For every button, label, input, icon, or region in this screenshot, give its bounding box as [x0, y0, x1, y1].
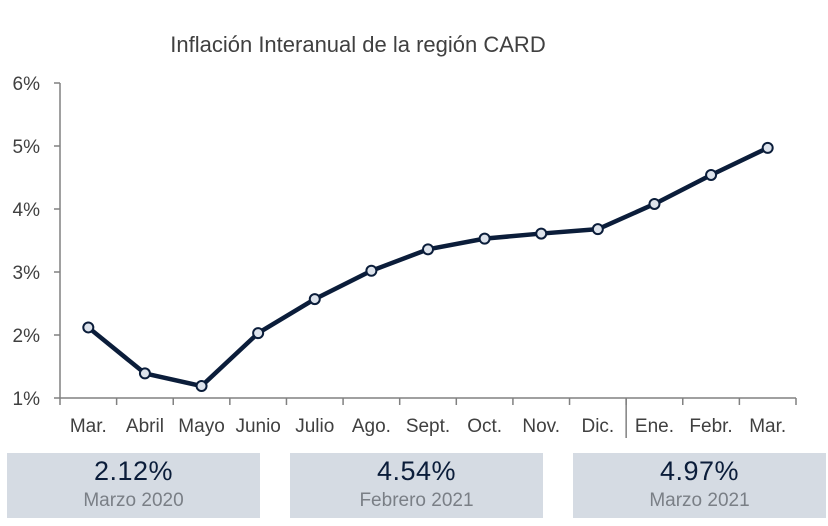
- data-point: [365, 264, 378, 277]
- inflation-line-chart: Inflación Interanual de la región CARD 1…: [13, 32, 797, 438]
- x-tick-label: Sept.: [406, 416, 450, 437]
- chart-axes: [59, 83, 797, 438]
- y-tick-label: 2%: [13, 326, 41, 347]
- card-label: Marzo 2020: [83, 490, 184, 511]
- summary-card-march-2021: 4.97% Marzo 2021: [573, 453, 826, 518]
- y-tick-label: 6%: [13, 74, 41, 95]
- data-point: [308, 293, 321, 306]
- data-point: [478, 232, 491, 245]
- series-layer: [82, 141, 774, 393]
- data-point: [535, 227, 548, 240]
- card-value: 2.12%: [93, 456, 174, 486]
- x-tick-label: Julio: [295, 416, 334, 437]
- data-point: [195, 380, 208, 393]
- x-tick-label: Febr.: [689, 416, 732, 437]
- summary-card-feb-2021: 4.54% Febrero 2021: [290, 453, 543, 518]
- x-tick-label: Mar.: [749, 416, 786, 437]
- x-axis-ticks: Mar. Abril Mayo Junio Julio Ago. Sept. Oct. Nov.…: [70, 416, 786, 437]
- data-point: [761, 141, 774, 154]
- x-tick-label: Ene.: [635, 416, 674, 437]
- y-tick-label: 3%: [13, 263, 41, 284]
- x-tick-label: Junio: [235, 416, 280, 437]
- y-axis-ticks: 1% 2% 3% 4% 5% 6%: [13, 74, 60, 410]
- data-point: [138, 367, 151, 380]
- x-tick-label: Mayo: [178, 416, 224, 437]
- y-tick-label: 1%: [13, 389, 41, 410]
- y-tick-label: 5%: [13, 137, 41, 158]
- x-tick-label: Ago.: [352, 416, 391, 437]
- card-value: 4.54%: [376, 456, 457, 486]
- card-label: Marzo 2021: [649, 490, 750, 511]
- x-tick-label: Mar.: [70, 416, 107, 437]
- data-point: [82, 321, 95, 334]
- x-tick-label: Abril: [126, 416, 164, 437]
- card-value: 4.97%: [659, 456, 740, 486]
- x-tick-label: Nov.: [522, 416, 560, 437]
- y-tick-label: 4%: [13, 200, 41, 221]
- chart-title: Inflación Interanual de la región CARD: [170, 32, 545, 57]
- data-point: [705, 168, 718, 181]
- data-point: [422, 243, 434, 256]
- x-tick-label: Dic.: [581, 416, 614, 437]
- summary-card-march-2020: 2.12% Marzo 2020: [7, 453, 260, 518]
- card-label: Febrero 2021: [359, 490, 474, 511]
- data-point: [252, 327, 265, 340]
- x-tick-label: Oct.: [467, 416, 502, 437]
- inflation-series-line: [86, 145, 770, 389]
- data-point: [591, 223, 604, 236]
- data-point: [648, 197, 661, 210]
